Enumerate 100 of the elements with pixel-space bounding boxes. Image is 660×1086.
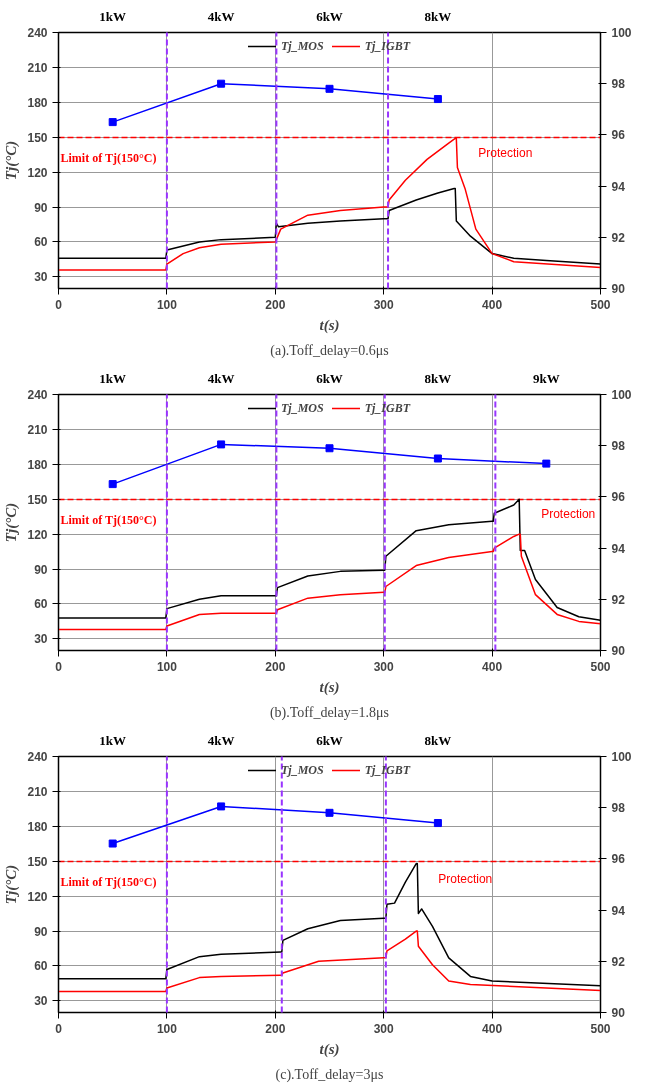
x-tick-label: 500 — [590, 297, 611, 312]
text: 4kW — [207, 732, 235, 748]
x-tick-label: 300 — [373, 1021, 395, 1036]
point — [325, 84, 334, 93]
x-tick-label: 400 — [482, 297, 503, 312]
text: 6kW — [316, 8, 343, 24]
line-series — [58, 533, 601, 631]
x-axis-title: t(s) — [319, 678, 340, 696]
x-tick-label: 0 — [55, 659, 63, 674]
y2-tick-label: 90 — [611, 1006, 626, 1020]
y2-tick-label: 96 — [611, 490, 626, 505]
y2-tick-label: 92 — [611, 954, 626, 969]
text: 6kW — [316, 370, 343, 386]
y2-tick-label: 94 — [611, 179, 626, 194]
y-tick-label: 210 — [27, 60, 48, 75]
y-tick-label: 150 — [27, 130, 48, 145]
x-tick-label: 100 — [156, 659, 178, 674]
annotation: Protection — [541, 507, 596, 522]
point — [108, 480, 117, 489]
point — [325, 808, 334, 817]
text: (a).Toff_delay=0.6μs — [270, 342, 389, 359]
y-tick-label: 150 — [27, 854, 48, 869]
x-axis-title: t(s) — [319, 316, 340, 334]
ref-line-label: Limit of Tj(150°C) — [60, 875, 157, 890]
text: 6kW — [316, 732, 343, 748]
y-axis-title: Tj(°C) — [3, 140, 21, 181]
y-tick-label: 90 — [34, 924, 48, 939]
y2-tick-label: 100 — [611, 388, 632, 402]
y-tick-label: 150 — [27, 492, 48, 507]
point — [108, 118, 117, 127]
legend-label: Tj_MOS — [280, 400, 324, 416]
y2-tick-label: 96 — [611, 852, 626, 867]
y-tick-label: 180 — [27, 457, 48, 472]
y2-tick-label: 96 — [611, 128, 626, 143]
text: 1kW — [99, 8, 127, 24]
x-axis-title: t(s) — [319, 1040, 340, 1058]
x-tick-label: 0 — [55, 297, 63, 312]
ref-line-label: Limit of Tj(150°C) — [60, 513, 157, 528]
legend-label: Tj_IGBT — [364, 400, 411, 416]
legend-label: Tj_IGBT — [364, 38, 411, 54]
x-tick-label: 200 — [265, 659, 286, 674]
y2-tick-label: 92 — [611, 230, 626, 245]
y-tick-label: 30 — [34, 270, 48, 285]
text: 9kW — [532, 370, 560, 386]
y2-tick-label: 92 — [611, 592, 626, 607]
y-tick-label: 240 — [27, 26, 48, 40]
y-tick-label: 60 — [34, 235, 48, 250]
x-tick-label: 500 — [590, 659, 611, 674]
y-tick-label: 120 — [27, 165, 48, 180]
x-tick-label: 300 — [373, 659, 395, 674]
y2-tick-label: 94 — [611, 541, 626, 556]
text: 4kW — [207, 370, 235, 386]
point — [542, 459, 551, 468]
y-tick-label: 240 — [27, 750, 48, 764]
x-tick-label: 200 — [265, 297, 286, 312]
annotation: Protection — [438, 871, 493, 886]
y-tick-label: 90 — [34, 200, 48, 215]
x-tick-label: 100 — [156, 1021, 178, 1036]
y-tick-label: 90 — [34, 562, 48, 577]
annotation: Protection — [478, 146, 533, 161]
line-series — [58, 137, 601, 271]
y-tick-label: 60 — [34, 597, 48, 612]
point — [217, 79, 226, 88]
y2-tick-label: 100 — [611, 26, 632, 40]
x-tick-label: 100 — [156, 297, 178, 312]
point — [433, 95, 442, 104]
text: 1kW — [99, 370, 127, 386]
x-tick-label: 400 — [482, 659, 503, 674]
x-tick-label: 400 — [482, 1021, 503, 1036]
y-tick-label: 120 — [27, 527, 48, 542]
y-tick-label: 180 — [27, 819, 48, 834]
y2-tick-label: 90 — [611, 282, 626, 296]
y-tick-label: 240 — [27, 388, 48, 402]
text: 8kW — [424, 8, 452, 24]
y-tick-label: 210 — [27, 422, 48, 437]
point — [217, 440, 226, 449]
text: (b).Toff_delay=1.8μs — [269, 704, 390, 721]
text: (c).Toff_delay=3μs — [275, 1066, 384, 1083]
x-tick-label: 0 — [55, 1021, 63, 1036]
y-tick-label: 120 — [27, 889, 48, 904]
y-axis-title: Tj(°C) — [3, 502, 21, 543]
point — [217, 802, 226, 811]
y-tick-label: 30 — [34, 632, 48, 647]
y2-tick-label: 94 — [611, 903, 626, 918]
y-tick-label: 210 — [27, 784, 48, 799]
x-tick-label: 500 — [590, 1021, 611, 1036]
y2-tick-label: 98 — [611, 77, 626, 92]
y-tick-label: 30 — [34, 994, 48, 1009]
y2-tick-label: 98 — [611, 801, 626, 816]
line-series — [58, 930, 601, 993]
legend-label: Tj_MOS — [280, 762, 324, 778]
y-axis-title: Tj(°C) — [3, 864, 21, 905]
point — [108, 839, 117, 848]
point — [433, 454, 442, 463]
text: 8kW — [424, 732, 452, 748]
text: 1kW — [99, 732, 127, 748]
x-tick-label: 200 — [265, 1021, 286, 1036]
legend-label: Tj_MOS — [280, 38, 324, 54]
y2-tick-label: 98 — [611, 439, 626, 454]
x-tick-label: 300 — [373, 297, 395, 312]
